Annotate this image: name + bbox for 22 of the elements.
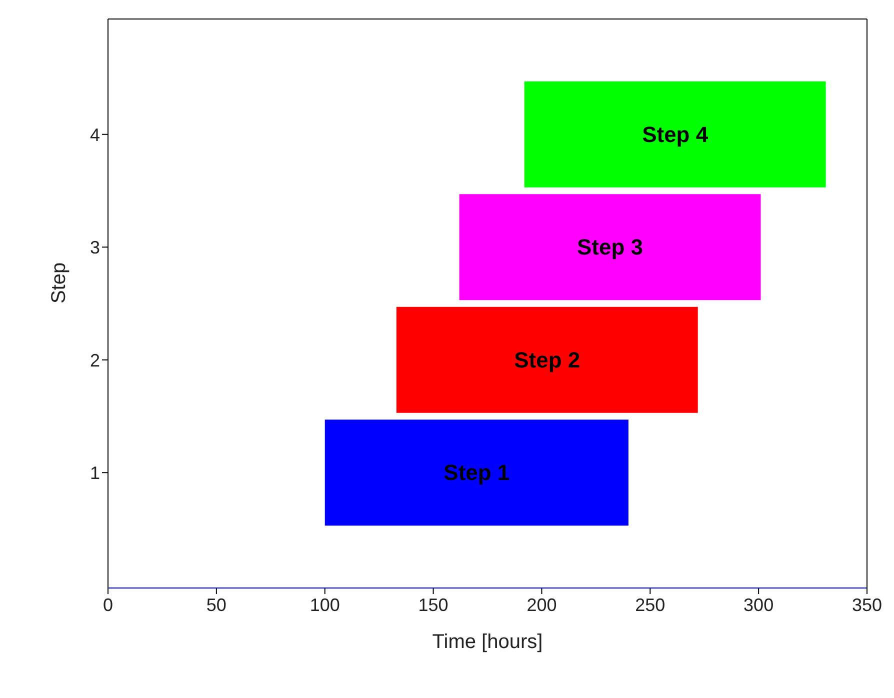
x-tick-label: 100 <box>310 594 340 615</box>
x-tick-label: 0 <box>102 594 114 615</box>
data-label: Step 1 <box>444 460 510 486</box>
y-axis-title: Step <box>48 262 70 304</box>
bar <box>324 420 628 526</box>
data-label: Step 2 <box>514 347 580 372</box>
y-tick-label: 1 <box>90 463 100 484</box>
x-tick-label: 250 <box>635 594 666 615</box>
x-tick-label: 350 <box>852 594 882 615</box>
x-tick-label: 50 <box>206 594 226 615</box>
x-tick-label: 300 <box>744 594 774 615</box>
data-label: Step 3 <box>577 234 644 260</box>
x-axis-title: Time [hours] <box>432 631 543 653</box>
y-tick-label: 2 <box>90 350 100 370</box>
bar <box>396 306 698 413</box>
data-label: Step 4 <box>642 122 709 147</box>
x-tick-label: 150 <box>418 594 448 615</box>
bar <box>459 194 761 300</box>
x-tick-label: 200 <box>526 594 557 615</box>
y-tick-label: 3 <box>90 238 100 258</box>
y-tick-label: 4 <box>90 124 100 145</box>
bar <box>524 81 826 188</box>
